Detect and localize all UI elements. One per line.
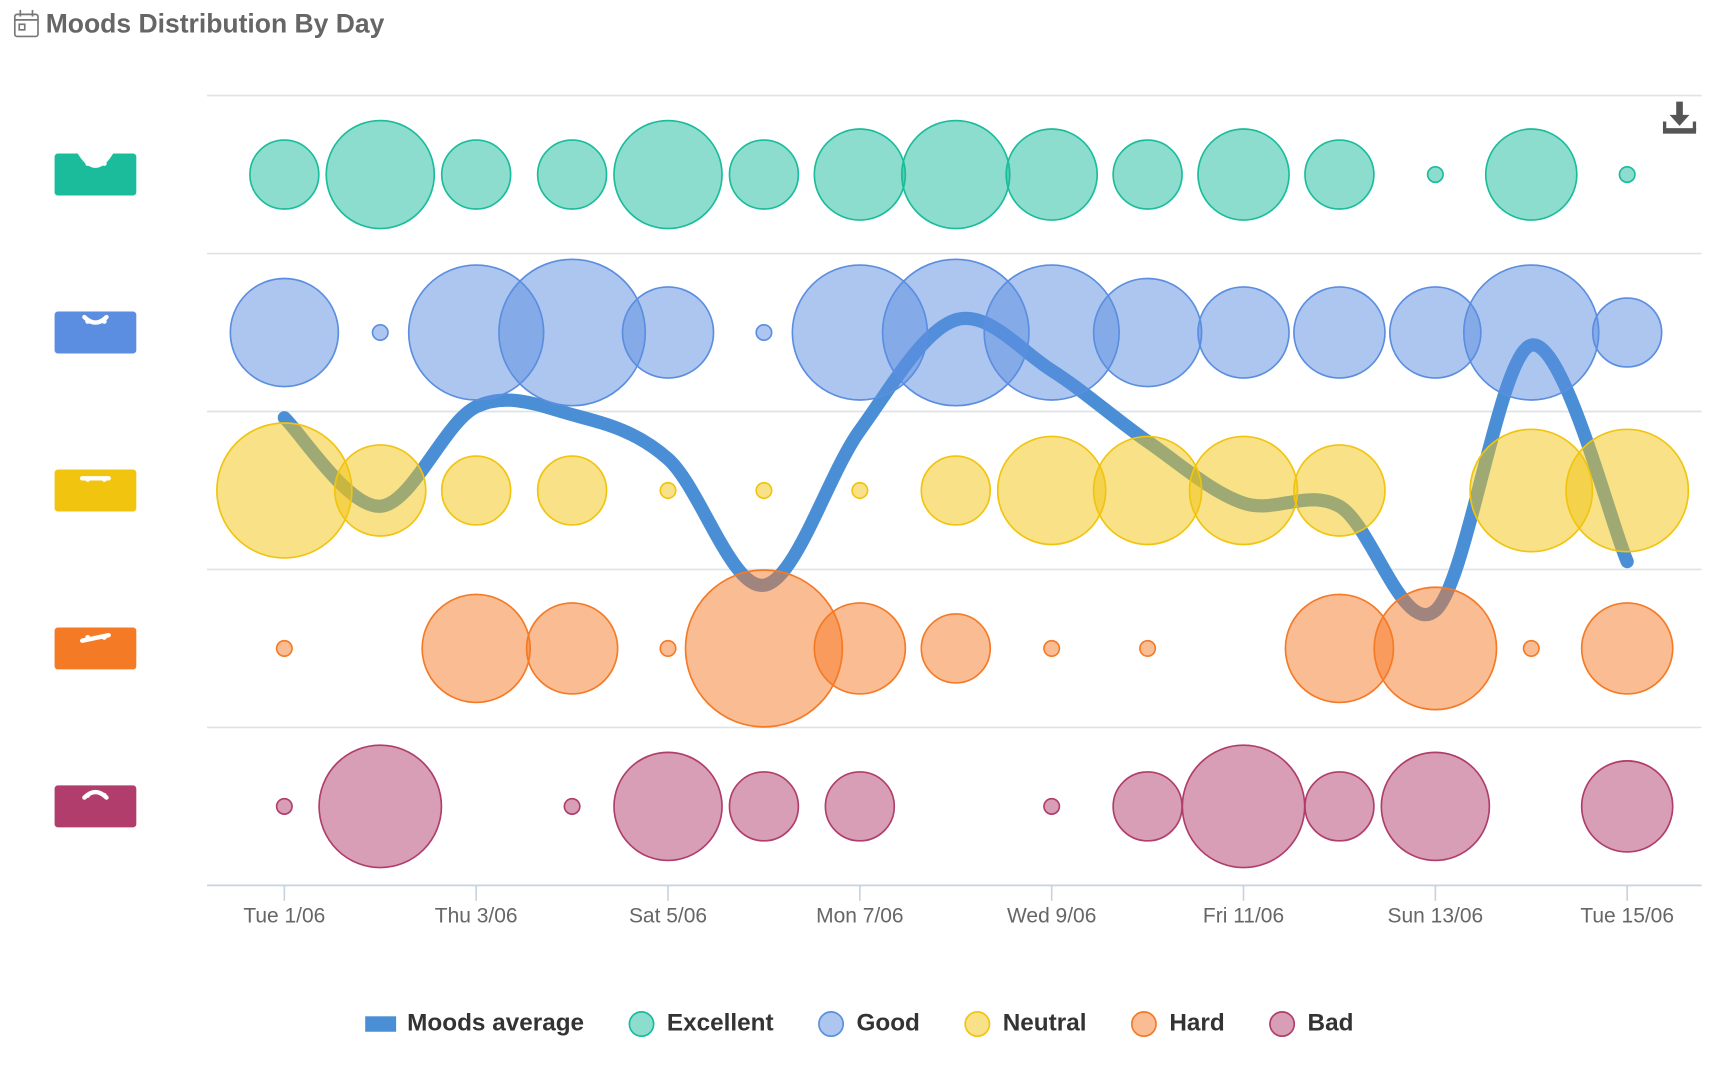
bubble bbox=[1618, 165, 1636, 184]
bubble bbox=[1112, 139, 1183, 210]
bubble bbox=[813, 602, 907, 695]
bubble bbox=[440, 455, 512, 526]
bubble bbox=[1005, 128, 1099, 221]
bubble bbox=[1304, 139, 1375, 210]
legend-label: Neutral bbox=[1003, 1009, 1087, 1036]
bubble bbox=[613, 119, 723, 230]
legend-label: Moods average bbox=[407, 1009, 584, 1036]
bubble bbox=[1580, 760, 1674, 853]
bubble bbox=[371, 323, 389, 342]
bubble bbox=[563, 797, 581, 815]
legend-swatch bbox=[1269, 1011, 1296, 1038]
bubble bbox=[325, 119, 436, 230]
bubble bbox=[613, 751, 723, 862]
x-tick-label: Sun 13/06 bbox=[1388, 904, 1484, 927]
bubble bbox=[659, 639, 677, 657]
bubble bbox=[1304, 771, 1375, 842]
bubble bbox=[318, 744, 443, 869]
legend-label: Hard bbox=[1169, 1009, 1224, 1036]
x-tick-label: Tue 1/06 bbox=[243, 904, 325, 927]
legend-swatch bbox=[964, 1011, 991, 1038]
icon-mouth bbox=[82, 789, 109, 800]
bubble bbox=[1373, 586, 1498, 711]
bubble bbox=[920, 455, 992, 526]
bubble bbox=[1293, 286, 1386, 379]
bubble bbox=[216, 422, 353, 559]
bubble bbox=[1293, 444, 1386, 537]
icon-mouth bbox=[82, 314, 109, 325]
legend-swatch bbox=[818, 1011, 845, 1038]
bubble bbox=[249, 139, 320, 210]
legend-label: Excellent bbox=[667, 1009, 774, 1036]
mood-icon bbox=[54, 785, 137, 828]
legend-label: Good bbox=[856, 1009, 919, 1036]
x-tick-label: Sat 5/06 bbox=[629, 904, 707, 927]
bubble bbox=[1522, 639, 1540, 657]
bubble bbox=[1092, 277, 1203, 388]
bubble bbox=[229, 277, 340, 388]
download-button[interactable] bbox=[1662, 101, 1697, 134]
bubble bbox=[728, 139, 800, 210]
bubble bbox=[920, 613, 992, 684]
bubble bbox=[1462, 264, 1600, 401]
x-tick-label: Tue 15/06 bbox=[1580, 904, 1674, 927]
bubble bbox=[536, 139, 608, 210]
bubble bbox=[900, 119, 1011, 230]
bubble bbox=[1591, 297, 1663, 368]
bubble bbox=[275, 797, 293, 815]
x-tick-label: Fri 11/06 bbox=[1203, 904, 1284, 927]
bubble bbox=[1580, 602, 1674, 695]
mood-icon bbox=[54, 153, 137, 196]
bubble bbox=[333, 444, 427, 537]
bubble bbox=[1139, 639, 1157, 657]
bubble bbox=[1188, 435, 1299, 546]
bubble bbox=[1484, 128, 1578, 221]
bubble bbox=[755, 481, 773, 500]
chart-title: Moods Distribution By Day bbox=[46, 8, 385, 38]
bubble bbox=[1426, 165, 1444, 184]
legend-swatch bbox=[1130, 1011, 1157, 1038]
bubble bbox=[1380, 751, 1491, 862]
bubble bbox=[1092, 435, 1203, 546]
icon-mouth bbox=[77, 152, 114, 168]
mood-icon bbox=[54, 469, 137, 512]
bubble bbox=[824, 771, 896, 842]
legend-label: Bad bbox=[1308, 1009, 1354, 1036]
bubble bbox=[1181, 744, 1306, 869]
bubble bbox=[440, 139, 512, 210]
bubble bbox=[621, 286, 715, 379]
bubble bbox=[1043, 797, 1061, 815]
bubble bbox=[755, 323, 773, 342]
bubble bbox=[659, 481, 677, 500]
bubble bbox=[1197, 128, 1290, 221]
bubble bbox=[1197, 286, 1290, 379]
bubble bbox=[813, 128, 907, 221]
icon-mouth bbox=[79, 632, 111, 643]
bubble bbox=[1565, 428, 1690, 553]
mood-icons bbox=[54, 152, 137, 828]
bubble bbox=[1112, 771, 1183, 842]
bubble bbox=[851, 481, 869, 500]
bubble bbox=[275, 639, 293, 657]
bubble bbox=[1043, 639, 1061, 657]
bubble bbox=[728, 771, 800, 842]
bubble bbox=[996, 435, 1107, 546]
bubble bbox=[421, 593, 532, 704]
mood-icon bbox=[54, 627, 137, 670]
legend-swatch bbox=[628, 1011, 655, 1038]
x-tick-label: Mon 7/06 bbox=[816, 904, 903, 927]
x-tick-label: Thu 3/06 bbox=[435, 904, 518, 927]
bubble bbox=[525, 602, 619, 695]
legend: Moods average Excellent Good Neutral Hard Bad bbox=[365, 1009, 1354, 1038]
mood-icon bbox=[54, 311, 137, 354]
title-icon bbox=[13, 9, 39, 38]
x-tick-label: Wed 9/06 bbox=[1007, 904, 1096, 927]
legend-swatch bbox=[365, 1016, 397, 1032]
bubble bbox=[536, 455, 608, 526]
